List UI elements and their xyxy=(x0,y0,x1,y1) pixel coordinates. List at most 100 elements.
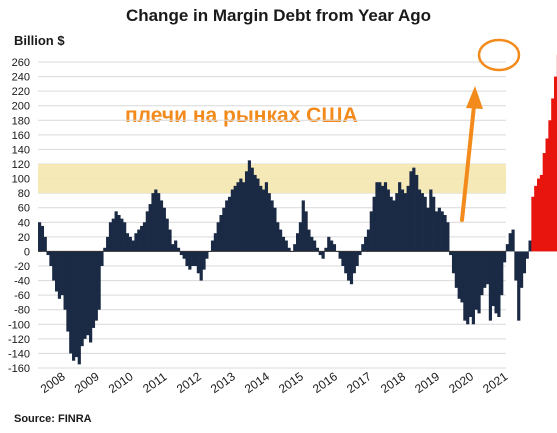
bar xyxy=(270,200,274,252)
bar xyxy=(313,240,317,252)
bar xyxy=(409,171,413,252)
bar xyxy=(361,244,365,252)
bar xyxy=(154,189,158,252)
x-tick-label: 2017 xyxy=(344,369,374,396)
bar xyxy=(423,196,427,252)
bar xyxy=(542,153,546,252)
bar xyxy=(273,207,277,252)
bar xyxy=(80,251,84,347)
y-tick-label: -40 xyxy=(14,276,30,288)
bar xyxy=(242,182,246,252)
bar xyxy=(324,247,328,252)
bar xyxy=(287,247,291,252)
x-tick-label: 2012 xyxy=(174,369,204,396)
bar xyxy=(330,240,334,252)
y-tick-label: 260 xyxy=(12,57,30,69)
bar xyxy=(412,167,416,252)
bar xyxy=(55,251,59,292)
bar xyxy=(134,233,138,252)
bar xyxy=(57,251,62,299)
y-tick-label: 100 xyxy=(12,174,30,186)
bar xyxy=(554,76,557,252)
bar xyxy=(74,251,79,358)
bar xyxy=(276,222,280,252)
bar xyxy=(256,178,260,252)
bar xyxy=(400,189,405,252)
bar xyxy=(131,240,135,252)
bar xyxy=(293,244,297,252)
bar xyxy=(539,174,544,252)
bar xyxy=(315,247,320,252)
y-tick-label: 240 xyxy=(12,72,30,84)
highlight-band xyxy=(38,164,506,194)
bar xyxy=(253,174,257,252)
bar xyxy=(38,222,42,252)
bar xyxy=(97,251,101,310)
bar xyxy=(417,189,422,252)
bar xyxy=(239,178,243,252)
bar xyxy=(392,200,396,252)
bar xyxy=(123,222,127,252)
bar xyxy=(278,229,283,252)
bar xyxy=(83,251,87,339)
x-tick-label: 2019 xyxy=(412,369,442,396)
bar xyxy=(219,215,223,252)
bar xyxy=(327,236,331,252)
bar xyxy=(168,229,172,252)
bar xyxy=(321,251,325,259)
bar xyxy=(142,222,147,252)
bar xyxy=(182,251,186,259)
y-tick-label: -140 xyxy=(8,348,30,360)
bar xyxy=(463,251,467,321)
y-tick-label: 80 xyxy=(18,188,30,200)
bar xyxy=(89,251,93,343)
y-tick-label: -60 xyxy=(14,290,30,302)
bar xyxy=(517,251,521,321)
bar xyxy=(375,182,379,252)
bar xyxy=(429,189,433,252)
bar xyxy=(301,200,305,252)
bar xyxy=(196,251,200,274)
bar xyxy=(120,218,124,252)
bar xyxy=(358,251,362,256)
bar xyxy=(474,251,478,310)
bar xyxy=(434,211,439,252)
bar xyxy=(236,182,240,252)
bar xyxy=(162,207,166,252)
bar xyxy=(225,200,229,252)
bar xyxy=(43,236,47,252)
bar xyxy=(111,218,115,252)
bar xyxy=(451,251,456,274)
y-tick-label: 60 xyxy=(18,203,30,215)
y-tick-label: 40 xyxy=(18,217,30,229)
bar xyxy=(347,251,351,281)
bar xyxy=(369,211,373,252)
bar xyxy=(284,240,288,252)
bar xyxy=(364,236,368,252)
bar xyxy=(233,185,237,252)
bar xyxy=(86,251,90,336)
bar xyxy=(525,251,529,259)
bar xyxy=(188,251,192,270)
bar xyxy=(534,185,538,252)
bar xyxy=(488,251,492,321)
bar xyxy=(216,222,220,252)
bar xyxy=(403,193,407,252)
x-tick-label: 2015 xyxy=(276,369,306,396)
bar xyxy=(491,251,495,307)
bar xyxy=(49,251,53,266)
bar xyxy=(415,174,419,252)
bar xyxy=(69,251,73,354)
bar xyxy=(145,211,149,252)
bar xyxy=(310,236,314,252)
bar xyxy=(100,251,104,266)
bar xyxy=(497,251,501,317)
bar xyxy=(128,236,132,252)
bar xyxy=(148,204,152,252)
bar xyxy=(176,247,181,252)
y-tick-label: -160 xyxy=(8,363,30,375)
y-tick-label: -20 xyxy=(14,261,30,273)
bar xyxy=(352,251,356,274)
bar xyxy=(338,251,342,259)
